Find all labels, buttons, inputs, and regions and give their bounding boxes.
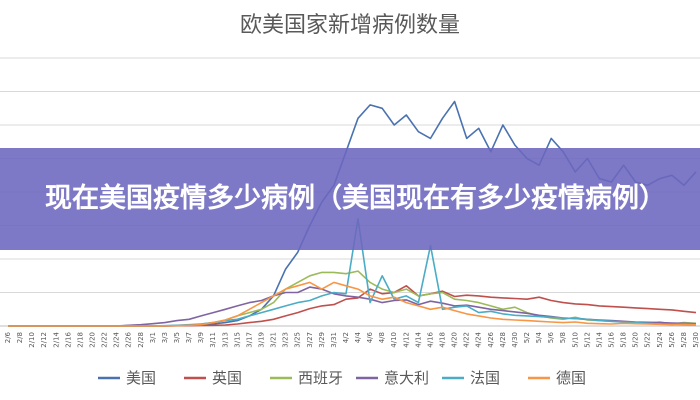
legend-label: 英国 xyxy=(212,369,242,387)
legend-label: 法国 xyxy=(470,369,500,387)
chart-title: 欧美国家新增病例数量 xyxy=(240,13,460,38)
x-tick-label: 4/22 xyxy=(463,332,471,348)
x-tick-label: 3/13 xyxy=(221,332,229,348)
x-tick-label: 3/31 xyxy=(330,332,338,348)
x-tick-label: 3/19 xyxy=(257,332,265,348)
x-tick-label: 5/4 xyxy=(535,331,543,343)
x-tick-label: 4/6 xyxy=(366,331,374,343)
x-tick-label: 4/28 xyxy=(499,332,507,348)
x-tick-label: 4/26 xyxy=(487,331,495,347)
x-tick-label: 3/15 xyxy=(233,332,241,348)
x-tick-label: 2/22 xyxy=(101,332,109,348)
x-tick-label: 5/12 xyxy=(583,332,591,348)
legend-label: 德国 xyxy=(556,369,586,387)
x-tick-label: 2/12 xyxy=(40,332,48,348)
x-tick-label: 4/12 xyxy=(402,332,410,348)
x-tick-label: 4/8 xyxy=(378,332,386,343)
x-tick-label: 5/30 xyxy=(692,332,700,348)
legend-label: 西班牙 xyxy=(298,369,343,387)
x-tick-label: 5/22 xyxy=(644,332,652,348)
x-tick-label: 4/30 xyxy=(511,332,519,348)
x-tick-label: 3/21 xyxy=(270,332,278,348)
x-tick-label: 3/17 xyxy=(245,332,253,348)
x-tick-label: 5/16 xyxy=(608,331,616,347)
x-tick-label: 5/24 xyxy=(656,331,664,347)
x-tick-label: 5/6 xyxy=(547,331,555,343)
series-line xyxy=(8,281,697,327)
x-tick-label: 2/28 xyxy=(137,332,145,348)
x-tick-label: 2/6 xyxy=(4,331,12,343)
x-tick-label: 2/20 xyxy=(88,332,96,348)
x-tick-label: 5/28 xyxy=(680,332,688,348)
x-tick-label: 5/26 xyxy=(668,331,676,347)
x-tick-label: 4/18 xyxy=(439,332,447,348)
x-tick-label: 5/10 xyxy=(571,332,579,348)
x-tick-label: 4/10 xyxy=(390,332,398,348)
x-tick-label: 3/29 xyxy=(318,332,326,348)
x-tick-label: 3/25 xyxy=(294,332,302,348)
x-tick-label: 3/23 xyxy=(282,332,290,348)
x-tick-label: 5/20 xyxy=(632,332,640,348)
x-tick-label: 2/26 xyxy=(125,331,133,347)
x-tick-label: 2/14 xyxy=(52,331,60,347)
x-tick-label: 3/7 xyxy=(185,332,193,343)
legend-label: 美国 xyxy=(126,369,156,387)
x-tick-label: 3/3 xyxy=(161,332,169,343)
x-tick-label: 2/24 xyxy=(113,331,121,347)
x-axis-ticks: 2/6 2/8 2/10 2/12 2/14 2/16 2/18 2/20 2/22 2/24 2/… xyxy=(4,331,700,347)
x-tick-label: 4/16 xyxy=(426,331,434,347)
x-tick-label: 5/14 xyxy=(595,331,603,347)
x-tick-label: 4/2 xyxy=(342,332,350,343)
x-tick-label: 3/9 xyxy=(197,332,205,343)
x-tick-label: 5/2 xyxy=(523,332,531,343)
x-tick-label: 4/20 xyxy=(451,332,459,348)
x-tick-label: 4/4 xyxy=(354,331,362,343)
x-tick-label: 3/1 xyxy=(149,332,157,343)
x-tick-label: 2/18 xyxy=(76,332,84,348)
x-tick-label: 4/14 xyxy=(414,331,422,347)
title-banner: 现在美国疫情多少病例（美国现在有多少疫情病例） xyxy=(0,148,700,250)
x-tick-label: 2/10 xyxy=(28,332,36,348)
x-tick-label: 5/8 xyxy=(559,332,567,343)
banner-text: 现在美国疫情多少病例（美国现在有多少疫情病例） xyxy=(45,183,666,214)
x-tick-label: 3/27 xyxy=(306,332,314,348)
x-tick-label: 2/8 xyxy=(16,332,24,343)
x-tick-label: 2/16 xyxy=(64,331,72,347)
x-tick-label: 4/24 xyxy=(475,331,483,347)
x-tick-label: 5/18 xyxy=(620,332,628,348)
x-tick-label: 3/5 xyxy=(173,332,181,343)
x-tick-label: 3/11 xyxy=(209,332,217,348)
legend-label: 意大利 xyxy=(384,369,429,387)
legend: 美国 英国 西班牙 意大利 法国 德国 xyxy=(98,369,586,387)
